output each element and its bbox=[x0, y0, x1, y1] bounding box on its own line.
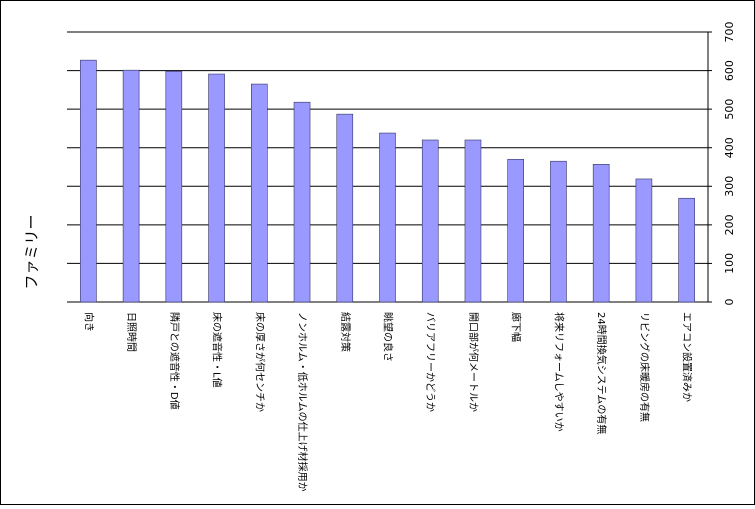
x-tick-label: 向き bbox=[82, 312, 95, 332]
x-tick-label: 将来リフォームしやすいか bbox=[552, 312, 564, 432]
bar bbox=[165, 71, 183, 303]
y-tick-label: 0 bbox=[723, 299, 736, 306]
x-tick-label: 眺望の良さ bbox=[382, 312, 395, 362]
bar bbox=[592, 164, 610, 303]
bar bbox=[379, 132, 396, 303]
y-tick-label: 200 bbox=[723, 214, 736, 235]
y-tick-label: 600 bbox=[723, 60, 736, 81]
bar bbox=[635, 178, 653, 303]
x-tick-label: 日照時間 bbox=[125, 312, 137, 352]
bar bbox=[421, 139, 439, 303]
x-tick-label: 床の厚さが何センチか bbox=[253, 312, 266, 412]
x-tick-label: 隣戸との遮音性・D値 bbox=[168, 312, 181, 410]
x-tick-label: 床の遮音性・L値 bbox=[211, 312, 224, 388]
x-tick-label: リビングの床暖房の有無 bbox=[638, 312, 651, 422]
x-tick-label: エアコン設置済みか bbox=[681, 312, 694, 402]
x-tick-label: 開口部が何メートルか bbox=[467, 312, 480, 412]
bar bbox=[208, 73, 225, 303]
x-tick-label: 廊下幅 bbox=[510, 312, 523, 342]
y-axis-label: ファミリー bbox=[23, 214, 41, 289]
y-tick-label: 100 bbox=[723, 253, 736, 274]
x-tick-label: 24時間換気システムの有無 bbox=[595, 312, 608, 434]
y-tick-label: 300 bbox=[723, 176, 736, 197]
x-tick-label: 結露対策 bbox=[339, 312, 352, 352]
y-tick-label: 700 bbox=[723, 22, 736, 43]
bar bbox=[464, 139, 482, 303]
bar bbox=[122, 69, 140, 303]
bar bbox=[678, 197, 695, 303]
x-tick-label: バリアフリーかどうか bbox=[424, 312, 436, 412]
bar bbox=[251, 83, 268, 303]
bar bbox=[550, 160, 567, 303]
y-tick-label: 500 bbox=[723, 99, 736, 120]
y-tick-label: 400 bbox=[723, 137, 736, 158]
bar bbox=[80, 59, 97, 303]
bar bbox=[507, 158, 525, 303]
bar bbox=[336, 113, 354, 303]
x-tick-label: ノンホルム・低ホルムの仕上げ材採用か bbox=[296, 312, 309, 492]
bar bbox=[293, 101, 311, 303]
